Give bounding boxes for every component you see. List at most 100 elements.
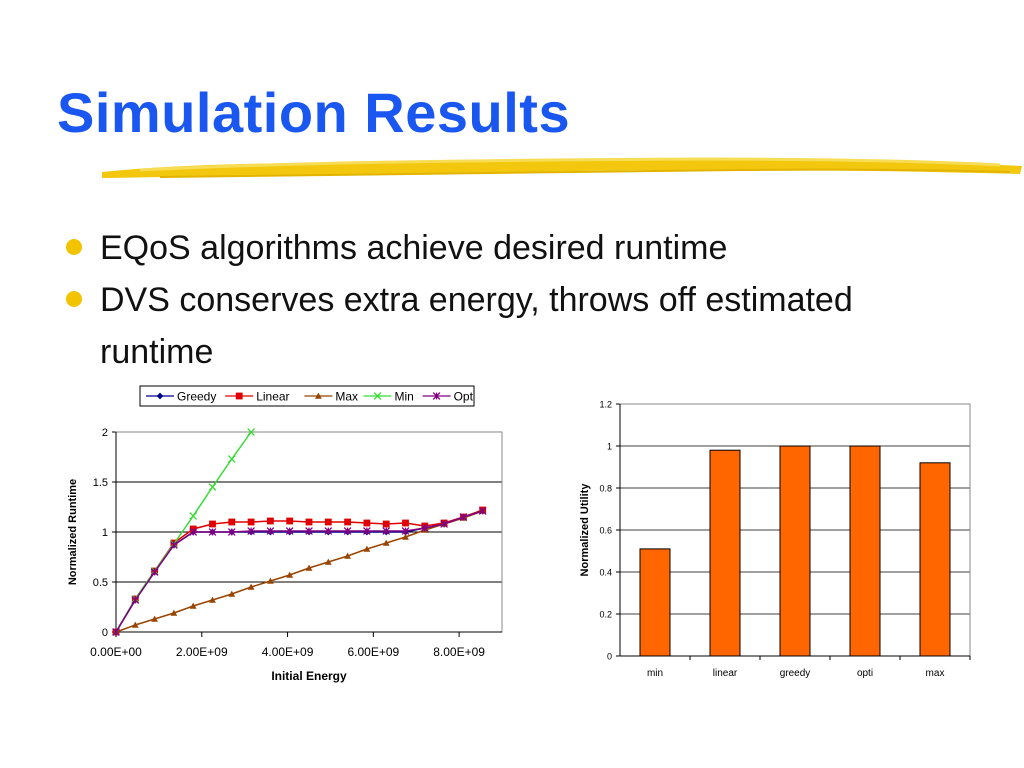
bar [779,445,811,657]
utility-bar-chart: 0 0.2 0.4 0.6 0.8 1 1.2 min linear greedy opti max N… [579,400,971,679]
x-axis-title: Initial Energy [271,669,347,683]
bar [849,445,881,657]
data-point [189,602,197,609]
slide-title: Simulation Results [57,81,571,144]
y-axis-title: Normalized Utility [579,483,591,577]
y-tick-label: 1 [102,527,108,539]
data-point [235,392,243,400]
data-point [305,564,313,571]
x-tick-label: 6.00E+09 [347,645,399,659]
legend-label: Greedy [177,390,216,404]
x-tick-label: 4.00E+09 [262,645,314,659]
x-tick-label: linear [713,668,738,679]
data-point [382,520,390,528]
data-point [228,590,236,597]
data-point [286,571,294,578]
data-point [286,517,294,525]
y-tick-label: 0 [102,627,108,639]
y-tick-label: 0.2 [599,610,612,620]
data-point [170,609,178,616]
y-tick-label: 1.2 [599,400,612,410]
legend-label: Max [335,390,358,404]
legend-item: Linear [225,390,290,404]
data-point [305,527,313,535]
y-axis-title: Normalized Runtime [67,479,79,585]
y-tick-label: 1.5 [93,477,108,489]
legend-label: Min [395,390,414,404]
bullet-dot-icon [66,291,82,307]
data-point [459,513,468,521]
chart-legend: Greedy Linear Max Min Opt [139,385,475,407]
bar [919,462,951,657]
bullet-item: DVS conserves extra energy, throws off e… [62,274,860,378]
data-point [324,558,332,565]
data-point [315,392,322,399]
data-point [112,628,120,636]
data-point [131,621,139,628]
bar [709,449,741,657]
legend-item: Opt [422,390,474,404]
title-underline-stroke [102,157,1022,178]
data-point [151,615,158,622]
data-point [285,527,294,535]
data-point [363,527,371,535]
y-tick-label: 0.4 [599,568,612,578]
data-point [208,483,217,491]
x-tick-label: greedy [780,668,811,679]
y-tick-label: 2 [102,427,108,439]
data-point [305,518,313,526]
x-tick-label: 8.00E+09 [433,645,485,659]
data-point [247,527,255,535]
data-point [363,545,371,552]
data-point [402,533,409,540]
data-point [267,577,274,584]
data-point [247,428,255,436]
y-tick-label: 0 [607,652,612,662]
x-tick-label: opti [857,668,873,679]
bullet-list: EQoS algorithms achieve desired runtime … [62,222,962,378]
data-point [478,507,487,515]
data-point [382,527,391,535]
data-point [189,528,198,536]
bullet-text: EQoS algorithms achieve desired runtime [100,229,728,267]
data-point [382,539,390,546]
legend-item: Max [304,390,358,404]
runtime-line-chart: Greedy Linear Max Min Opt 0 0.5 1 1.5 2 0.00E+00 2.… [67,385,503,683]
legend-item: Min [363,390,414,404]
data-point [344,552,351,559]
data-point [247,518,255,526]
bullet-dot-icon [66,239,82,255]
data-point [344,518,351,526]
series-line [115,510,483,633]
data-point [324,527,333,535]
data-point [402,519,409,527]
data-point [131,596,140,604]
legend-label: Linear [256,390,289,404]
data-point [227,528,236,536]
bullet-item: EQoS algorithms achieve desired runtime [62,222,962,274]
data-point [440,520,448,528]
y-tick-label: 1 [607,442,612,452]
data-point [228,518,236,526]
data-point [432,392,441,400]
x-tick-label: min [647,668,663,679]
x-tick-label: max [926,668,945,679]
series-line [115,510,483,633]
data-point [208,528,217,536]
data-point [170,541,178,549]
data-point [373,392,382,400]
data-point [324,518,332,526]
data-point [363,519,371,527]
x-tick-label: 0.00E+00 [90,645,142,659]
data-point [420,524,429,532]
series-opt [112,507,487,636]
bullet-text: DVS conserves extra energy, throws off e… [100,281,853,371]
data-point [209,596,216,603]
y-tick-label: 0.8 [599,484,612,494]
data-point [266,527,275,535]
y-tick-label: 0.6 [599,526,612,536]
y-tick-label: 0.5 [93,577,108,589]
data-point [227,455,236,463]
data-point [209,520,216,528]
data-point [150,568,159,576]
